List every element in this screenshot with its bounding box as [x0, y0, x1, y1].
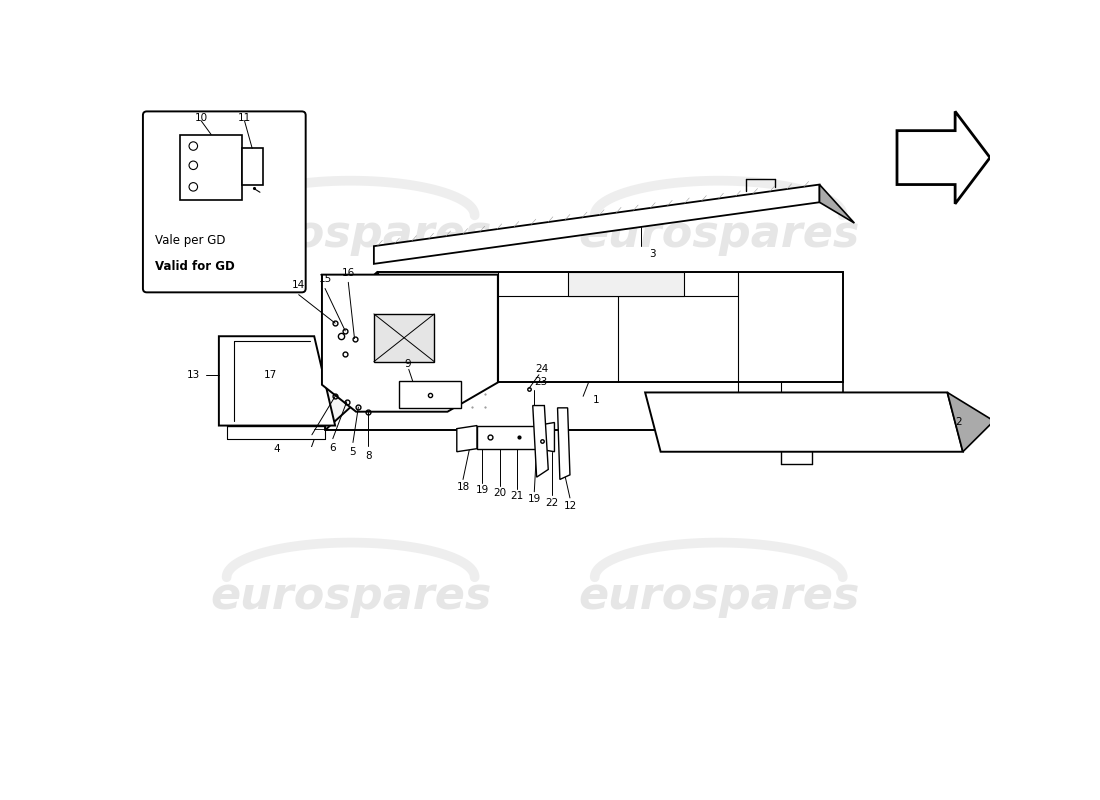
Polygon shape	[242, 148, 263, 185]
Text: eurospares: eurospares	[579, 575, 859, 618]
Polygon shape	[558, 408, 570, 479]
Polygon shape	[219, 336, 336, 426]
Text: 21: 21	[510, 491, 524, 502]
Text: eurospares: eurospares	[210, 575, 492, 618]
Polygon shape	[537, 422, 554, 452]
Text: 4: 4	[274, 444, 280, 454]
Polygon shape	[820, 185, 855, 223]
Text: 24: 24	[536, 364, 549, 374]
FancyBboxPatch shape	[143, 111, 306, 292]
Polygon shape	[645, 393, 962, 452]
Polygon shape	[456, 426, 477, 452]
Text: 10: 10	[195, 113, 208, 122]
Text: 2: 2	[955, 418, 961, 427]
Text: 8: 8	[365, 450, 372, 461]
Text: 15: 15	[318, 274, 332, 284]
Text: 23: 23	[534, 378, 547, 387]
Text: 17: 17	[264, 370, 277, 380]
Text: 3: 3	[649, 249, 656, 259]
Polygon shape	[532, 406, 548, 477]
Text: 14: 14	[293, 281, 306, 290]
Polygon shape	[326, 271, 377, 430]
Polygon shape	[374, 185, 820, 264]
Polygon shape	[896, 111, 990, 204]
Text: Valid for GD: Valid for GD	[154, 261, 234, 274]
Text: 16: 16	[342, 268, 355, 278]
Bar	[374, 314, 434, 362]
Text: 20: 20	[494, 488, 507, 498]
Polygon shape	[947, 393, 994, 452]
Polygon shape	[322, 274, 498, 412]
Text: 22: 22	[546, 498, 559, 507]
Text: Vale per GD: Vale per GD	[154, 234, 226, 247]
Text: 11: 11	[238, 113, 251, 122]
Polygon shape	[399, 381, 462, 408]
Text: 18: 18	[456, 482, 470, 492]
Text: 13: 13	[187, 370, 200, 380]
Text: 1: 1	[593, 395, 600, 405]
Text: 19: 19	[528, 494, 541, 505]
Polygon shape	[568, 271, 684, 296]
Polygon shape	[180, 134, 242, 200]
Text: 5: 5	[350, 446, 356, 457]
Text: eurospares: eurospares	[579, 213, 859, 256]
Text: 19: 19	[475, 486, 490, 495]
Text: 9: 9	[404, 359, 410, 369]
Text: 12: 12	[563, 501, 576, 510]
Text: 7: 7	[309, 439, 316, 449]
Polygon shape	[377, 271, 843, 382]
Text: eurospares: eurospares	[210, 213, 492, 256]
Text: 6: 6	[330, 443, 337, 453]
Polygon shape	[477, 426, 537, 449]
